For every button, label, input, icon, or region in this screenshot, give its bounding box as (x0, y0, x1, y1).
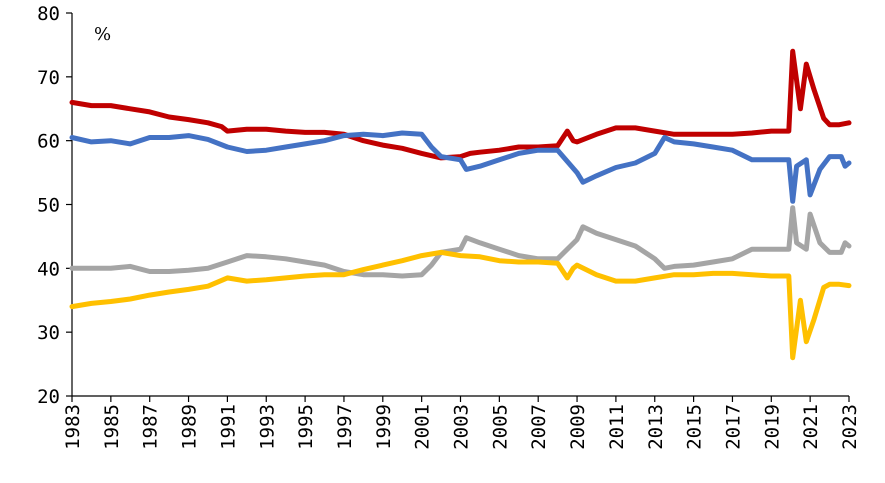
y-tick-label: 50 (37, 195, 60, 217)
x-tick-label: 2017 (722, 404, 744, 450)
x-tick-label: 1993 (256, 404, 278, 450)
y-tick-label: 70 (37, 67, 60, 89)
x-tick-label: 1995 (295, 404, 317, 450)
series-line-gray (69, 205, 852, 279)
x-tick-label: 2005 (489, 404, 511, 450)
x-tick-label: 2001 (412, 404, 434, 450)
x-axis-ticks: 1983 1985 1987 1989 1991 1993 1995 1997 1999 2001… (62, 396, 861, 450)
y-tick-label: 80 (37, 3, 60, 25)
series-line-yellow (69, 249, 852, 361)
y-tick-label: 40 (37, 258, 60, 280)
series-line-red (69, 48, 852, 161)
y-tick-label: 30 (37, 322, 60, 344)
y-tick-label: 20 (37, 386, 60, 408)
y-axis-ticks: 20 30 40 50 60 70 80 (37, 3, 72, 408)
x-tick-label: 2009 (567, 404, 589, 450)
x-tick-label: 1985 (101, 404, 123, 450)
y-unit-label: % (94, 24, 111, 45)
x-tick-label: 1999 (373, 404, 395, 450)
x-tick-label: 2007 (528, 404, 550, 450)
x-tick-label: 2003 (451, 404, 473, 450)
x-tick-label: 1991 (217, 404, 239, 450)
x-tick-label: 2019 (761, 404, 783, 450)
y-tick-label: 60 (37, 131, 60, 153)
x-tick-label: 2013 (645, 404, 667, 450)
x-tick-label: 1989 (179, 404, 201, 450)
x-tick-label: 2021 (800, 404, 822, 450)
x-tick-label: 1987 (140, 404, 162, 450)
x-tick-label: 1983 (62, 404, 84, 450)
series-line-blue (69, 130, 852, 204)
x-tick-label: 2023 (839, 404, 861, 450)
axes (71, 13, 849, 397)
x-tick-label: 2015 (684, 404, 706, 450)
x-tick-label: 1997 (334, 404, 356, 450)
x-tick-label: 2011 (606, 404, 628, 450)
series-layer (69, 48, 852, 361)
